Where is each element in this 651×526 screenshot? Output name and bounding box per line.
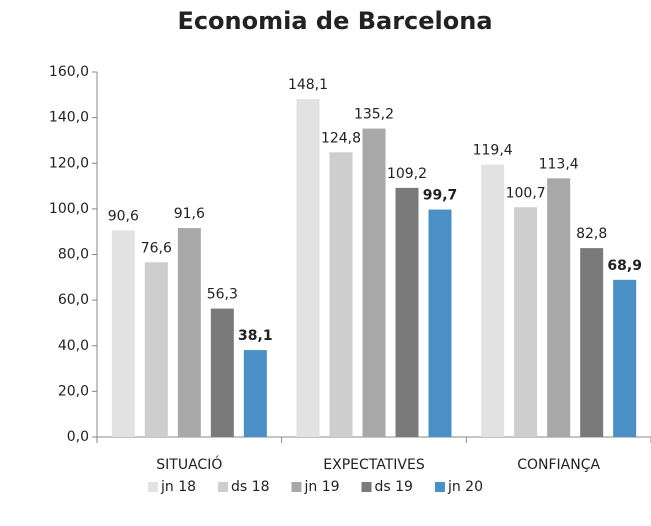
bar <box>547 178 571 437</box>
value-label: 82,8 <box>576 226 607 242</box>
bar <box>296 99 320 437</box>
legend-swatch <box>434 482 445 492</box>
y-tick-label: 120,0 <box>49 155 89 171</box>
x-tick-label: CONFIANÇA <box>517 457 600 473</box>
bar <box>362 128 386 437</box>
bar <box>144 262 168 437</box>
y-tick-label: 80,0 <box>58 247 89 263</box>
legend-label: jn 19 <box>303 479 339 495</box>
bar <box>395 187 419 437</box>
y-tick-label: 140,0 <box>49 110 89 126</box>
value-label: 119,4 <box>473 143 513 159</box>
value-label: 90,6 <box>108 208 139 224</box>
legend-swatch <box>148 482 158 492</box>
value-label: 113,4 <box>539 156 579 172</box>
bar <box>210 308 234 437</box>
x-tick-label: SITUACIÓ <box>156 455 222 473</box>
value-label: 148,1 <box>288 77 328 93</box>
x-tick-label: EXPECTATIVES <box>323 457 425 473</box>
y-tick-label: 100,0 <box>49 201 89 217</box>
legend-label: ds 18 <box>231 479 269 495</box>
chart-title: Economia de Barcelona <box>177 7 492 35</box>
value-label: 99,7 <box>423 188 458 204</box>
value-label: 109,2 <box>387 166 427 182</box>
bar <box>428 209 452 437</box>
y-tick-label: 160,0 <box>49 64 89 80</box>
bar <box>481 164 505 437</box>
legend-label: jn 20 <box>447 479 483 495</box>
bar <box>613 279 637 437</box>
bar <box>580 248 604 437</box>
value-label: 100,7 <box>506 185 546 201</box>
value-label: 91,6 <box>174 206 205 222</box>
bar <box>243 350 267 437</box>
legend-swatch <box>361 482 372 492</box>
legend-swatch <box>218 482 229 492</box>
value-label: 56,3 <box>207 287 238 303</box>
y-tick-label: 60,0 <box>58 292 89 308</box>
y-tick-label: 40,0 <box>58 338 89 354</box>
value-label: 135,2 <box>354 107 394 123</box>
value-label: 76,6 <box>141 240 172 256</box>
bar <box>111 230 135 437</box>
y-tick-label: 20,0 <box>58 383 89 399</box>
legend-label: jn 18 <box>160 479 196 495</box>
y-tick-label: 0,0 <box>67 429 89 445</box>
value-label: 38,1 <box>238 328 273 344</box>
legend-label: ds 19 <box>375 479 413 495</box>
legend-swatch <box>291 482 302 492</box>
value-label: 68,9 <box>607 258 642 274</box>
bar <box>514 207 538 437</box>
bar <box>329 152 353 438</box>
value-label: 124,8 <box>321 130 361 146</box>
bar <box>177 228 201 437</box>
